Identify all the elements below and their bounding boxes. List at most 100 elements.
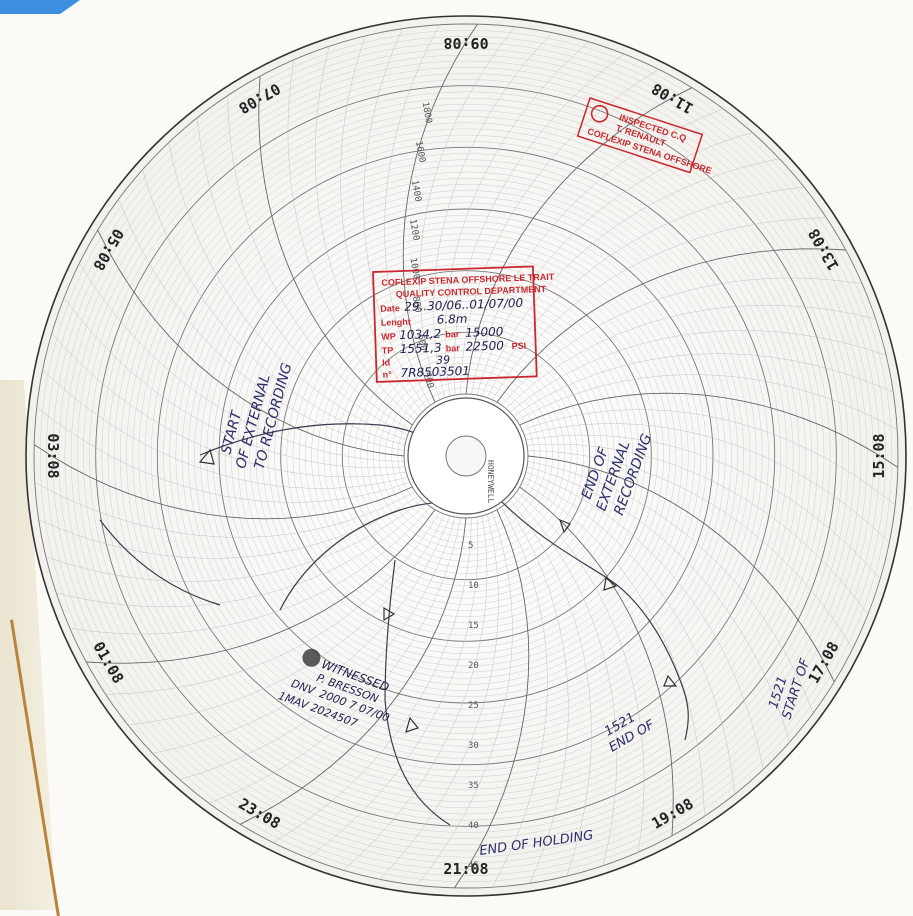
grid-time-arc (416, 512, 513, 886)
grid-ring (268, 258, 664, 654)
qc-wp-bar-label: bar (445, 329, 460, 340)
qc-no-value: 7R8503501 (400, 364, 470, 380)
pressure-scale-label: 1200 (407, 218, 421, 241)
grid-time-arc (527, 461, 814, 714)
qc-wp-value: 1034,2 (399, 327, 441, 342)
qc-wp-psi: 15000 (465, 324, 504, 339)
qc-tp-bar-label: bar (446, 343, 461, 354)
grid-ring (175, 165, 757, 747)
grid-time-arc (34, 482, 416, 538)
grid-ring (298, 288, 634, 624)
grid-time-arc (505, 304, 876, 409)
grid-time-arc (525, 434, 881, 579)
qc-length-value: 6.8m (436, 312, 467, 327)
grid-time-arc (340, 35, 423, 413)
grid-ring (335, 325, 597, 587)
grid-ring (317, 307, 615, 605)
grid-time-arc (79, 263, 405, 462)
grid-time-arc (444, 41, 589, 397)
qc-no-label: n° (382, 369, 392, 379)
grid-time-arc (471, 108, 724, 395)
grid-ring (391, 381, 541, 531)
center-hole (445, 435, 487, 477)
outer-trace (99, 519, 221, 606)
grid-ring (360, 350, 572, 562)
grid-ring (95, 85, 837, 827)
grid-time-arc (36, 406, 410, 503)
grid-ring (83, 73, 849, 839)
pen-marks (198, 448, 678, 733)
grid-time-arc (524, 476, 736, 795)
grid-ring (354, 344, 578, 568)
grid-time-arc (476, 132, 753, 395)
grid-ring (243, 233, 689, 679)
grid-ring (89, 79, 843, 833)
grid-time-arc (208, 517, 461, 804)
grid-time-arc (509, 499, 592, 877)
grid-time-arc (118, 198, 405, 451)
grid-ring (255, 245, 677, 667)
pressure-scale-label: 600 (415, 334, 428, 352)
grid-ring (64, 54, 868, 858)
grid-time-arc (454, 509, 530, 889)
grid-ring (150, 140, 782, 772)
grid-time-arc (516, 491, 645, 853)
grid-ring (218, 208, 714, 704)
grid-ring (385, 375, 547, 537)
grid-time-arc (314, 46, 419, 417)
grid-ring (126, 116, 806, 796)
grid-ring (58, 48, 874, 864)
pressure-scale-label: 1800 (420, 101, 434, 124)
time-label: 03:08 (44, 433, 62, 478)
grid-time-arc (513, 353, 894, 417)
grid-ring (76, 66, 856, 846)
grid-time-arc (402, 23, 478, 403)
corner-accent (0, 0, 80, 14)
grid-time-arc (379, 514, 499, 880)
grid-ring (329, 319, 603, 593)
grid-time-arc (496, 248, 846, 403)
time-label: 21:08 (443, 860, 488, 878)
grid-ring (113, 103, 819, 809)
pressure-scale-label: 800 (410, 296, 423, 314)
grid-time-arc (501, 277, 863, 406)
grid-ring (33, 23, 899, 889)
grid-ring (372, 362, 560, 550)
chart-grid-time-arcs (33, 23, 899, 889)
pressure-scale-label: 1000 (407, 257, 421, 280)
temperature-scale-label: 35 (468, 781, 479, 791)
pen-traces (99, 423, 689, 826)
grid-ring (348, 338, 584, 574)
grid-time-arc (97, 229, 405, 457)
grid-time-arc (453, 53, 625, 395)
grid-time-arc (524, 423, 890, 543)
grid-ring (341, 331, 591, 581)
grid-ring (212, 202, 720, 710)
grid-ring (187, 177, 745, 735)
grid-ring (194, 184, 738, 728)
temperature-scale-label: 5 (468, 541, 473, 551)
grid-time-arc (168, 142, 407, 441)
grid-ring (132, 122, 800, 790)
grid-ring (366, 356, 566, 556)
grid-time-arc (273, 517, 472, 843)
grid-ring (224, 214, 708, 698)
time-label: 09:08 (443, 34, 488, 52)
temperature-scale-label: 45 (468, 861, 479, 871)
grid-ring (249, 239, 683, 673)
grid-ring (397, 387, 535, 525)
grid-time-arc (307, 517, 479, 859)
grid-time-arc (527, 450, 853, 649)
grid-time-arc (363, 28, 427, 409)
grid-time-arc (127, 514, 446, 726)
grid-ring (379, 369, 553, 543)
grid-time-arc (196, 117, 408, 436)
grid-time-arc (343, 515, 488, 871)
grid-ring (280, 270, 652, 642)
grid-time-arc (45, 499, 423, 582)
grid-time-arc (527, 455, 835, 683)
grid-ring (261, 251, 671, 661)
grid-ring (138, 128, 794, 784)
qc-tp-label: TP (382, 345, 394, 355)
